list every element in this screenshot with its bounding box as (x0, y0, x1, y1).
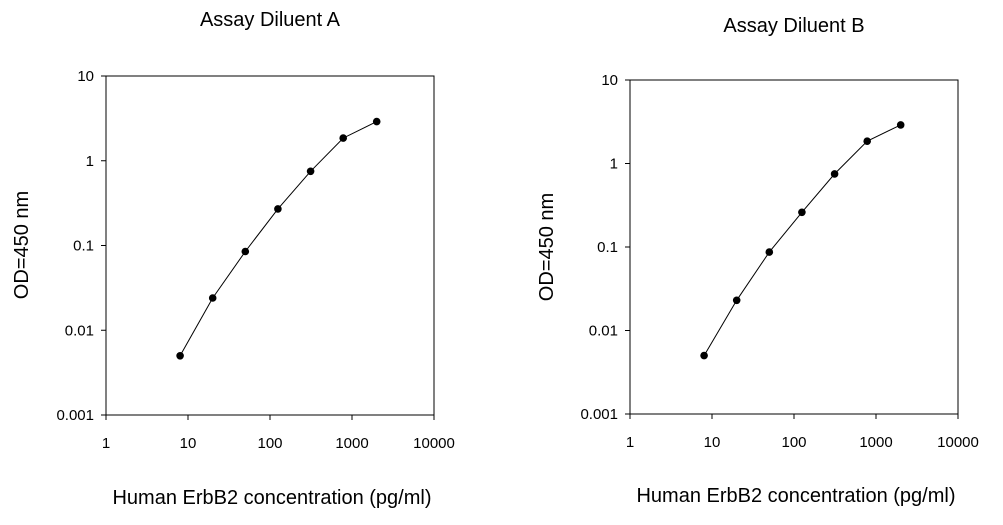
data-point (306, 167, 315, 176)
x-tick-label: 1 (102, 435, 110, 452)
data-point (896, 121, 905, 129)
data-point (208, 294, 217, 302)
x-tick-label: 10 (180, 435, 197, 452)
data-point (732, 296, 741, 305)
chart-title: Assay Diluent B (723, 15, 864, 37)
data-point (241, 247, 250, 256)
data-point (798, 208, 806, 217)
plot-frame (629, 79, 959, 415)
y-tick-label: 0.01 (65, 322, 94, 339)
x-axis-label: Human ErbB2 concentration (pg/ml) (636, 485, 955, 507)
data-point (700, 351, 708, 360)
chart-title: Assay Diluent A (200, 9, 341, 31)
series-line (179, 121, 377, 357)
chart-panel-1: Assay Diluent A 1 10 100 1000 10000 10 1 0.1 0.01… (11, 9, 455, 509)
x-tick-label: 100 (781, 434, 806, 451)
y-tick-label: 0.1 (597, 239, 618, 256)
data-point (830, 170, 839, 178)
y-tick-label: 1 (610, 156, 618, 173)
y-tick-label: 0.1 (73, 238, 94, 255)
x-tick-label: 10000 (413, 435, 455, 452)
y-axis-label: OD=450 nm (536, 193, 558, 301)
data-point (863, 137, 871, 145)
data-point (274, 205, 282, 213)
data-point (372, 117, 381, 126)
x-tick-label: 10000 (937, 434, 979, 451)
data-point (176, 352, 184, 360)
x-tick-label: 1 (626, 434, 634, 451)
x-tick-label: 1000 (335, 435, 368, 452)
y-tick-label: 10 (601, 72, 618, 89)
y-axis-label: OD=450 nm (11, 191, 33, 299)
x-tick-label: 1000 (859, 434, 892, 451)
x-tick-label: 100 (257, 435, 282, 452)
plot-frame (105, 75, 435, 416)
chart-panel-2: Assay Diluent B 1 10 100 1000 10000 10 1 0.1 0.01… (536, 15, 979, 507)
y-tick-label: 1 (86, 153, 94, 170)
y-tick-label: 0.01 (589, 323, 618, 340)
data-point (765, 248, 774, 256)
data-point (339, 134, 348, 142)
y-tick-label: 0.001 (56, 407, 94, 424)
x-tick-label: 10 (704, 434, 721, 451)
y-tick-label: 0.001 (580, 406, 618, 423)
x-axis-label: Human ErbB2 concentration (pg/ml) (112, 487, 431, 509)
y-tick-label: 10 (77, 68, 94, 85)
series-line (703, 124, 901, 356)
